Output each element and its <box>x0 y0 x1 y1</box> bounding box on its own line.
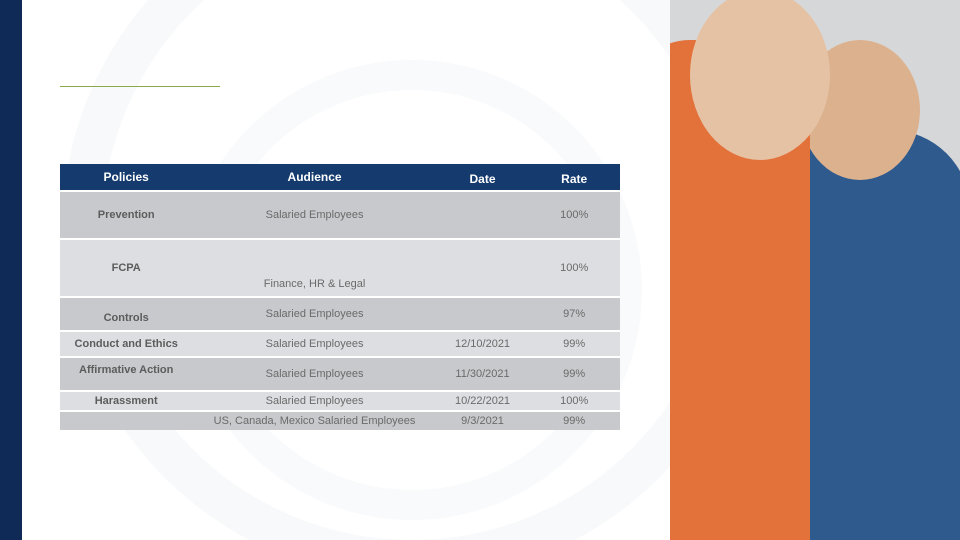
col-header-audience: Audience <box>192 164 436 191</box>
policy-cell <box>60 411 192 430</box>
table-row: Affirmative Action Salaried Employees 11… <box>60 357 620 391</box>
col-header-date: Date <box>437 164 529 191</box>
table-header-row: Policies Audience Date Rate <box>60 164 620 191</box>
table-row: Controls Salaried Employees 97% <box>60 297 620 331</box>
date-cell <box>437 297 529 331</box>
rate-cell: 100% <box>528 191 620 239</box>
policies-table: Policies Audience Date Rate Prevention S… <box>60 164 620 430</box>
date-cell: 10/22/2021 <box>437 391 529 411</box>
policy-cell: Conduct and Ethics <box>60 331 192 357</box>
col-header-rate: Rate <box>528 164 620 191</box>
audience-cell: Salaried Employees <box>192 331 436 357</box>
audience-cell: US, Canada, Mexico Salaried Employees <box>192 411 436 430</box>
date-cell: 12/10/2021 <box>437 331 529 357</box>
policy-cell: Affirmative Action <box>60 357 192 391</box>
content-area: Policies Audience Date Rate Prevention S… <box>22 0 670 540</box>
rate-cell: 97% <box>528 297 620 331</box>
date-cell: 9/3/2021 <box>437 411 529 430</box>
audience-cell: Salaried Employees <box>192 191 436 239</box>
table-row: FCPA Finance, HR & Legal 100% <box>60 239 620 297</box>
table-row: Prevention Salaried Employees 100% <box>60 191 620 239</box>
col-header-policies: Policies <box>60 164 192 191</box>
date-cell <box>437 191 529 239</box>
rate-cell: 100% <box>528 239 620 297</box>
slide-page: Policies Audience Date Rate Prevention S… <box>0 0 960 540</box>
table-row: Conduct and Ethics Salaried Employees 12… <box>60 331 620 357</box>
left-accent-bar <box>0 0 22 540</box>
table-row: US, Canada, Mexico Salaried Employees 9/… <box>60 411 620 430</box>
audience-cell: Salaried Employees <box>192 391 436 411</box>
rate-cell: 100% <box>528 391 620 411</box>
right-photo-panel <box>670 0 960 540</box>
audience-cell: Salaried Employees <box>192 357 436 391</box>
rate-cell: 99% <box>528 331 620 357</box>
audience-cell: Finance, HR & Legal <box>192 239 436 297</box>
policy-cell: Harassment <box>60 391 192 411</box>
date-cell <box>437 239 529 297</box>
policy-cell: Prevention <box>60 191 192 239</box>
title-underline <box>60 86 220 87</box>
rate-cell: 99% <box>528 357 620 391</box>
policy-cell: Controls <box>60 297 192 331</box>
date-cell: 11/30/2021 <box>437 357 529 391</box>
rate-cell: 99% <box>528 411 620 430</box>
policies-table-wrap: Policies Audience Date Rate Prevention S… <box>60 164 620 430</box>
table-row: Harassment Salaried Employees 10/22/2021… <box>60 391 620 411</box>
audience-cell: Salaried Employees <box>192 297 436 331</box>
policy-cell: FCPA <box>60 239 192 297</box>
